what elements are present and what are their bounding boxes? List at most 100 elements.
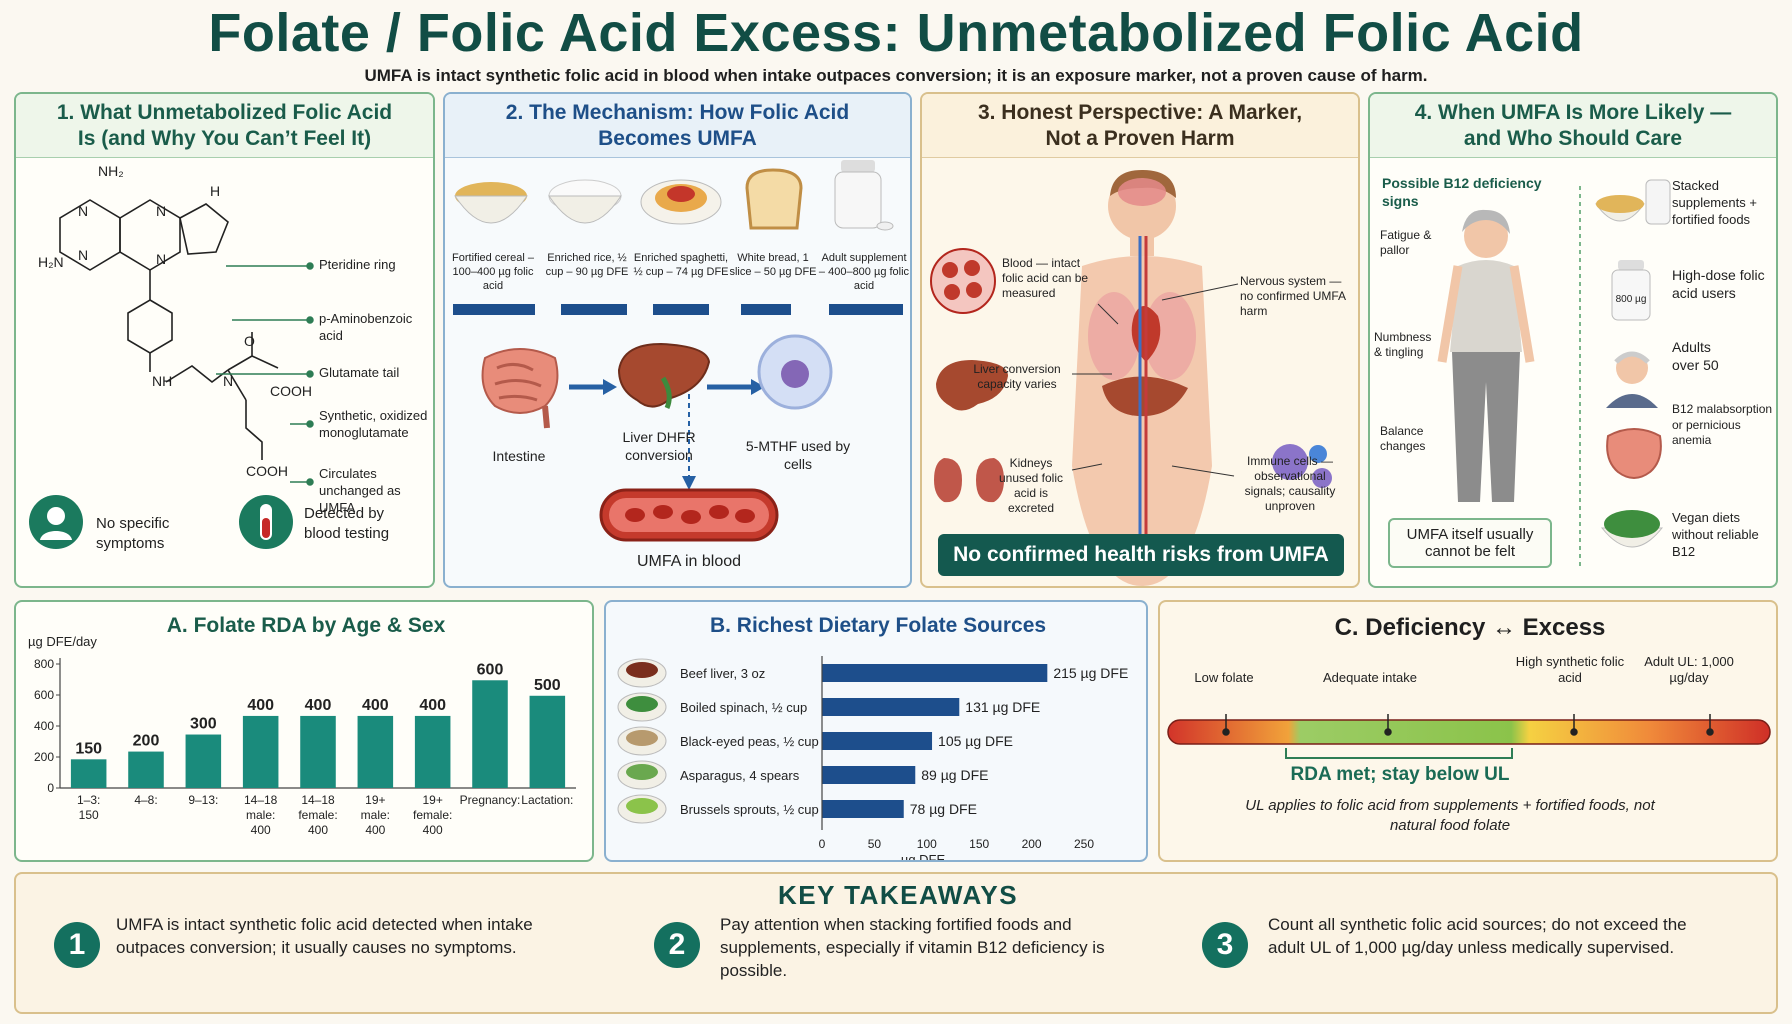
panel-what-is-umfa: 1. What Unmetabolized Folic Acid Is (and… bbox=[14, 92, 435, 588]
atom-cooh1: COOH bbox=[270, 383, 312, 399]
bar bbox=[822, 800, 904, 818]
group-high-dose: High-dose folic acid users bbox=[1672, 267, 1765, 302]
y-tick-label: 800 bbox=[34, 657, 54, 671]
dashed-arrow-down-icon bbox=[682, 394, 696, 490]
food-label-spaghetti: Enriched spaghetti, ½ cup – 74 µg DFE bbox=[633, 252, 729, 278]
x-category-label: male: bbox=[246, 808, 275, 822]
bar bbox=[70, 759, 107, 788]
atom-n3: N bbox=[156, 203, 166, 219]
panel-sources-chart: B. Richest Dietary Folate Sources Beef l… bbox=[604, 600, 1148, 862]
bar-value-label: 400 bbox=[362, 697, 389, 714]
food-category-label: Brussels sprouts, ½ cup bbox=[680, 802, 819, 817]
intestine-icon-small bbox=[1606, 428, 1662, 479]
bar-value-label: 400 bbox=[247, 697, 274, 714]
detected-label: Detected by blood testing bbox=[304, 505, 390, 542]
panel-when-likely: 4. When UMFA Is More Likely — and Who Sh… bbox=[1368, 92, 1778, 588]
x-category-label: 9–13: bbox=[188, 793, 218, 807]
panel-honest-perspective: 3. Honest Perspective: A Marker, Not a P… bbox=[920, 92, 1360, 588]
blood-vessel-icon bbox=[599, 488, 779, 542]
marker-high-synthetic: High synthetic folic acid bbox=[1515, 654, 1625, 686]
atom-n2: N bbox=[78, 247, 88, 263]
bar bbox=[300, 715, 336, 788]
atom-nh2-top: NH₂ bbox=[98, 163, 124, 179]
y-tick-label: 200 bbox=[34, 750, 54, 764]
atom-n4: N bbox=[156, 251, 166, 267]
takeaway-number-1: 1 bbox=[54, 922, 100, 968]
page-title: Folate / Folic Acid Excess: Unmetabolize… bbox=[208, 3, 1584, 63]
x-axis-label: µg DFE bbox=[901, 852, 946, 862]
x-tick-label: 200 bbox=[1022, 837, 1042, 851]
rda-y-label: µg DFE/day bbox=[28, 634, 97, 649]
food-amount-bars bbox=[453, 304, 903, 315]
group-over-50: Adults over 50 bbox=[1672, 339, 1719, 374]
atom-h: H bbox=[210, 183, 220, 199]
x-category-label: Lactation: bbox=[521, 793, 573, 807]
bar-value-label: 400 bbox=[419, 697, 446, 714]
pill-label: 800 µg bbox=[1615, 294, 1647, 305]
ul-note: UL applies to folic acid from supplement… bbox=[1245, 797, 1655, 835]
group-malabsorption: B12 malabsorption or pernicious anemia bbox=[1672, 402, 1773, 448]
panel-mechanism: 2. The Mechanism: How Folic Acid Becomes… bbox=[443, 92, 912, 588]
folic-acid-structure: NH₂ H₂N N N N N H NH N O COOH COOH bbox=[38, 163, 314, 486]
food-icon bbox=[626, 798, 658, 814]
x-category-label: 400 bbox=[365, 823, 385, 837]
food-category-label: Asparagus, 4 spears bbox=[680, 768, 800, 783]
cannot-feel-box: UMFA itself usually cannot be felt bbox=[1388, 518, 1552, 568]
bar bbox=[472, 680, 508, 788]
food-label-cereal: Fortified cereal – 100–400 µg folic acid bbox=[452, 252, 534, 292]
kidneys-icon bbox=[934, 458, 1004, 503]
marker-adult-ul: Adult UL: 1,000 µg/day bbox=[1644, 654, 1734, 686]
rda-chart-title: A. Folate RDA by Age & Sex bbox=[166, 614, 446, 637]
food-label-rice: Enriched rice, ½ cup – 90 µg DFE bbox=[545, 252, 629, 278]
panel-c-heading: C. Deficiency ↔ Excess bbox=[1334, 614, 1606, 641]
sources-chart-title: B. Richest Dietary Folate Sources bbox=[709, 614, 1047, 637]
bar bbox=[822, 664, 1048, 682]
immune-cells-icon bbox=[1272, 444, 1332, 488]
blood-tube-icon bbox=[239, 495, 293, 549]
bar-value-label: 78 µg DFE bbox=[910, 801, 977, 817]
x-category-label: 19+ bbox=[422, 793, 442, 807]
liver-icon bbox=[617, 342, 711, 409]
x-tick-label: 0 bbox=[819, 837, 826, 851]
spaghetti-plate-icon bbox=[640, 179, 722, 225]
bar bbox=[822, 698, 960, 716]
bread-slice-icon bbox=[745, 168, 803, 230]
rda-met-label: RDA met; stay below UL bbox=[1290, 764, 1510, 785]
panel-key-takeaways: KEY TAKEAWAYS 1 UMFA is intact synthetic… bbox=[14, 872, 1778, 1014]
liver-label: Liver DHFR conversion bbox=[622, 429, 696, 464]
older-woman-illustration bbox=[1437, 209, 1535, 502]
kidneys-label: Kidneys unused folic acid is excreted bbox=[998, 456, 1064, 515]
food-icon bbox=[626, 662, 658, 678]
deficiency-excess-gradient-bar bbox=[1167, 714, 1771, 759]
panel-3-heading: 3. Honest Perspective: A Marker, Not a P… bbox=[922, 94, 1358, 158]
bar bbox=[242, 715, 279, 788]
atom-n1: N bbox=[78, 203, 88, 219]
umfa-blood-label: UMFA in blood bbox=[636, 553, 742, 570]
arrow-right-icon-2 bbox=[707, 379, 765, 395]
x-tick-label: 100 bbox=[917, 837, 937, 851]
page-subtitle: UMFA is intact synthetic folic acid in b… bbox=[364, 66, 1428, 85]
panel-2-heading: 2. The Mechanism: How Folic Acid Becomes… bbox=[445, 94, 910, 158]
label-glutamate: Glutamate tail bbox=[319, 365, 400, 380]
bar bbox=[822, 732, 933, 750]
group-vegan: Vegan diets without reliable B12 bbox=[1672, 510, 1759, 559]
arrow-right-icon bbox=[569, 379, 617, 395]
x-category-label: 400 bbox=[251, 823, 271, 837]
panel-deficiency-excess: C. Deficiency ↔ Excess Low folate Adequa… bbox=[1158, 600, 1778, 862]
x-tick-label: 250 bbox=[1074, 837, 1094, 851]
x-category-label: 400 bbox=[308, 823, 328, 837]
bar-value-label: 105 µg DFE bbox=[938, 733, 1013, 749]
bar-value-label: 200 bbox=[133, 733, 160, 750]
immune-label: Immune cells — observational signals; ca… bbox=[1244, 454, 1336, 513]
bar bbox=[357, 715, 394, 788]
cell-icon bbox=[757, 334, 833, 410]
x-tick-label: 150 bbox=[969, 837, 989, 851]
marker-low-folate: Low folate bbox=[1194, 670, 1254, 685]
takeaway-number-2: 2 bbox=[654, 922, 700, 968]
label-circulates: Circulates unchanged as UMFA bbox=[319, 466, 401, 515]
no-symptoms-label: No specific symptoms bbox=[96, 515, 170, 552]
vegan-bowl-icon bbox=[1600, 510, 1664, 548]
rice-bowl-icon bbox=[548, 179, 622, 224]
atom-nh: NH bbox=[152, 373, 172, 389]
y-tick-label: 600 bbox=[34, 688, 54, 702]
